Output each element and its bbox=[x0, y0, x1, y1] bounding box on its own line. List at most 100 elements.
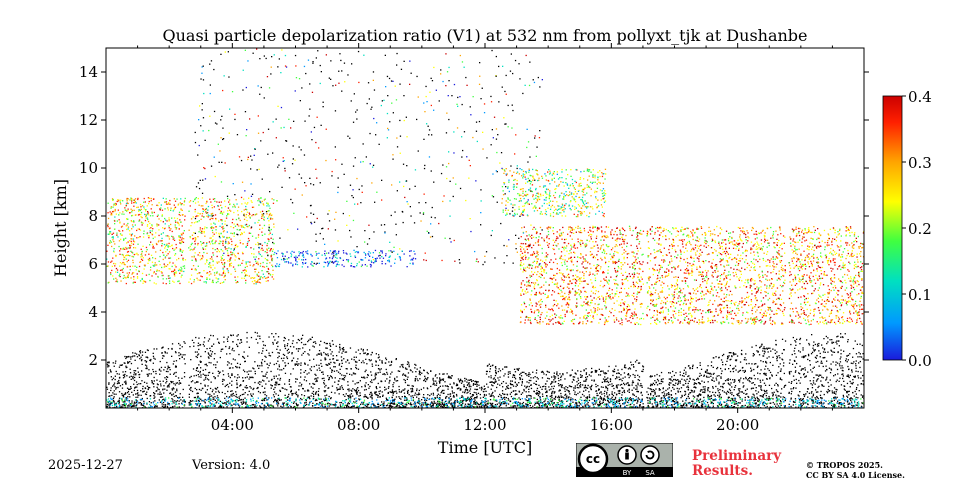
data-point bbox=[813, 341, 815, 343]
data-point bbox=[283, 402, 286, 404]
data-point bbox=[245, 402, 247, 404]
data-point bbox=[331, 371, 333, 373]
data-point bbox=[725, 406, 727, 408]
data-point bbox=[268, 352, 270, 354]
data-point bbox=[720, 359, 723, 361]
data-point bbox=[451, 402, 453, 404]
data-point bbox=[551, 404, 554, 406]
data-point bbox=[780, 401, 782, 403]
data-point bbox=[316, 403, 318, 405]
data-point bbox=[604, 399, 607, 401]
data-point bbox=[751, 363, 753, 365]
data-point bbox=[395, 405, 397, 408]
data-point bbox=[381, 391, 383, 393]
data-point bbox=[816, 374, 818, 376]
data-point bbox=[628, 398, 631, 400]
data-point bbox=[826, 392, 829, 394]
data-point bbox=[835, 398, 837, 400]
data-point bbox=[681, 406, 684, 408]
data-point bbox=[728, 388, 731, 390]
data-point bbox=[473, 391, 475, 394]
data-point bbox=[476, 405, 478, 407]
data-point bbox=[295, 348, 298, 350]
data-point bbox=[238, 367, 241, 369]
data-point bbox=[765, 374, 767, 376]
data-point bbox=[377, 357, 379, 359]
data-point bbox=[192, 380, 194, 382]
data-point bbox=[471, 405, 473, 407]
data-point bbox=[631, 384, 633, 386]
data-point bbox=[174, 384, 177, 386]
data-point bbox=[427, 394, 429, 396]
data-point bbox=[628, 388, 630, 390]
data-point bbox=[198, 348, 200, 351]
data-point bbox=[276, 342, 278, 344]
data-point bbox=[854, 340, 856, 342]
data-point bbox=[131, 400, 133, 402]
data-point bbox=[857, 375, 859, 377]
data-point bbox=[146, 391, 148, 393]
data-point bbox=[204, 337, 206, 339]
data-point bbox=[592, 404, 594, 406]
data-point bbox=[626, 404, 628, 407]
data-point bbox=[574, 402, 577, 404]
data-point bbox=[106, 406, 108, 408]
data-point bbox=[574, 391, 576, 393]
data-point bbox=[752, 353, 755, 355]
data-point bbox=[204, 398, 206, 401]
data-point bbox=[500, 396, 502, 399]
data-point bbox=[558, 385, 560, 387]
data-point bbox=[392, 386, 394, 388]
data-point bbox=[418, 397, 420, 400]
data-point bbox=[320, 359, 322, 361]
data-point bbox=[503, 375, 505, 377]
data-point bbox=[631, 382, 634, 384]
data-point bbox=[771, 387, 773, 390]
data-point bbox=[633, 387, 635, 389]
data-point bbox=[382, 395, 384, 397]
data-point bbox=[278, 374, 280, 376]
data-point bbox=[632, 381, 635, 384]
data-point bbox=[417, 405, 420, 408]
data-point bbox=[633, 394, 635, 396]
data-point bbox=[616, 400, 618, 402]
data-point bbox=[343, 379, 345, 381]
data-point bbox=[464, 403, 467, 405]
data-point bbox=[574, 372, 576, 374]
data-point bbox=[297, 338, 299, 341]
data-point bbox=[658, 388, 660, 390]
data-point bbox=[504, 373, 506, 375]
data-point bbox=[286, 349, 288, 352]
data-point bbox=[368, 387, 370, 389]
data-point bbox=[560, 395, 562, 397]
data-point bbox=[552, 399, 554, 401]
data-point bbox=[486, 405, 489, 407]
data-point bbox=[783, 349, 785, 351]
data-point bbox=[467, 391, 469, 393]
data-point bbox=[474, 399, 476, 401]
data-point bbox=[584, 386, 586, 388]
data-point bbox=[427, 403, 429, 406]
data-point bbox=[410, 369, 412, 372]
data-point bbox=[790, 382, 792, 384]
data-point bbox=[451, 375, 453, 377]
data-point bbox=[304, 363, 306, 365]
data-point bbox=[353, 405, 355, 407]
data-point bbox=[169, 406, 172, 408]
data-point bbox=[409, 403, 411, 405]
data-point bbox=[533, 397, 535, 399]
data-point bbox=[140, 383, 142, 385]
data-point bbox=[530, 395, 532, 397]
data-point bbox=[848, 403, 850, 405]
data-scatter bbox=[106, 48, 864, 408]
data-point bbox=[810, 353, 813, 355]
data-point bbox=[801, 405, 803, 407]
data-point bbox=[707, 404, 710, 406]
data-point bbox=[296, 403, 298, 406]
data-point bbox=[580, 396, 582, 398]
data-point bbox=[360, 348, 362, 350]
data-point bbox=[753, 368, 755, 371]
data-point bbox=[410, 395, 412, 397]
data-point bbox=[591, 371, 593, 373]
data-point bbox=[604, 395, 606, 397]
